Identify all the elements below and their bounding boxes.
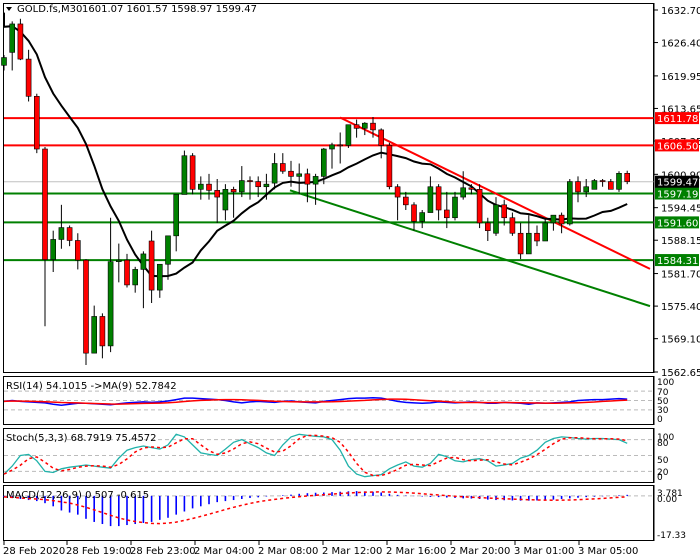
time-tick: 2 Mar 20:00 (450, 546, 510, 557)
indicator-tick: 100 (657, 378, 674, 388)
ohlc-values: 1601.07 1601.57 1598.97 1599.47 (82, 4, 257, 15)
level-price-tag (655, 187, 699, 200)
price-tick: 1581.70 (661, 270, 700, 281)
level-price-label: 1584.31 (657, 256, 698, 267)
chart-header: GOLD.fs,M30 1601.07 1601.57 1598.97 1599… (6, 4, 257, 15)
stoch-panel[interactable]: Stoch(5,3,3) 68.7919 75.4572 (3, 428, 655, 483)
level-price-label: 1591.60 (657, 218, 698, 229)
level-price-tag (655, 139, 699, 152)
price-tick: 1575.40 (661, 302, 700, 313)
level-price-label: 1611.78 (657, 114, 698, 125)
macd-label: MACD(12,26,9) 0.507 -0.615 (6, 490, 149, 501)
rsi-label: RSI(14) 54.1015 ->MA(9) 52.7842 (6, 381, 177, 392)
time-tick: 28 Feb 2020 (3, 546, 65, 557)
time-tick: 2 Mar 08:00 (258, 546, 318, 557)
level-price-tag (655, 112, 699, 125)
price-tick: 1632.70 (661, 6, 700, 17)
indicator-tick: 50 (657, 456, 669, 466)
indicator-tick: 20 (657, 468, 669, 478)
level-price-tag (655, 216, 699, 229)
current-price-tag (655, 175, 699, 188)
indicator-tick: 50 (657, 397, 669, 407)
time-tick: 3 Mar 01:00 (514, 546, 574, 557)
price-tick: 1569.10 (661, 335, 700, 346)
level-price-label: 1597.19 (657, 190, 698, 201)
price-tick: 1594.45 (661, 204, 700, 215)
price-tick: 1626.40 (661, 39, 700, 50)
moving-average-line (3, 12, 628, 278)
indicator-tick: 0 (657, 415, 663, 425)
horizontal-levels (4, 117, 654, 262)
indicator-tick: 30 (657, 406, 669, 416)
rsi-panel[interactable]: RSI(14) 54.1015 ->MA(9) 52.7842 (3, 376, 655, 425)
price-tick: 1588.15 (661, 236, 700, 247)
time-tick: 2 Mar 16:00 (386, 546, 446, 557)
time-tick: 28 Feb 23:00 (130, 546, 196, 557)
price-axis: 1632.701626.401619.951613.651607.351600.… (653, 3, 700, 379)
indicator-tick: 3.781 (657, 489, 683, 499)
price-panel[interactable]: GOLD.fs,M30 1601.07 1601.57 1598.97 1599… (1, 3, 655, 373)
price-tick: 1613.65 (661, 104, 700, 115)
level-price-tag (655, 254, 699, 267)
time-tick: 28 Feb 19:00 (66, 546, 132, 557)
macd-panel[interactable]: MACD(12,26,9) 0.507 -0.615 (3, 485, 655, 541)
indicator-tick: 0.00 (657, 495, 677, 505)
indicator-tick: 70 (657, 388, 669, 398)
indicator-tick: 80 (657, 439, 669, 449)
stoch-label: Stoch(5,3,3) 68.7919 75.4572 (6, 433, 157, 444)
candlesticks (1, 18, 631, 366)
symbol-label: GOLD.fs,M30 (17, 4, 82, 15)
indicator-tick: -17.33 (657, 531, 686, 541)
time-tick: 2 Mar 12:00 (322, 546, 382, 557)
level-price-label: 1606.50 (657, 141, 698, 152)
current-price-label: 1599.47 (657, 178, 698, 189)
indicator-tick: 100 (657, 433, 674, 443)
time-tick: 3 Mar 05:00 (578, 546, 638, 557)
trendlines (289, 116, 651, 308)
price-tick: 1619.95 (661, 72, 700, 83)
time-tick: 2 Mar 04:00 (194, 546, 254, 557)
indicator-tick: 0 (657, 473, 663, 483)
price-tick: 1562.65 (661, 368, 700, 379)
collapse-arrow-icon[interactable] (6, 7, 12, 11)
